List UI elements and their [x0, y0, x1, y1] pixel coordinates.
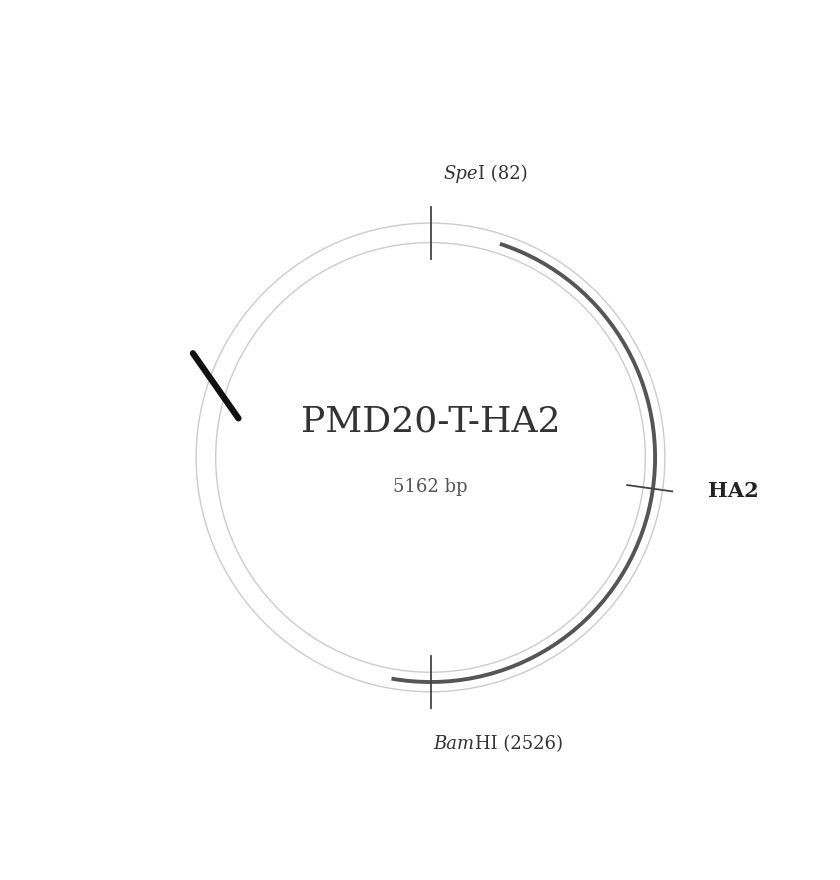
Text: HA2: HA2: [708, 481, 759, 502]
Text: I (82): I (82): [478, 165, 528, 183]
Text: 5162 bp: 5162 bp: [393, 478, 468, 495]
Text: Bam: Bam: [433, 735, 475, 753]
Text: PMD20-T-HA2: PMD20-T-HA2: [301, 405, 560, 438]
Text: Spe: Spe: [444, 165, 478, 183]
Text: HI (2526): HI (2526): [475, 735, 563, 753]
